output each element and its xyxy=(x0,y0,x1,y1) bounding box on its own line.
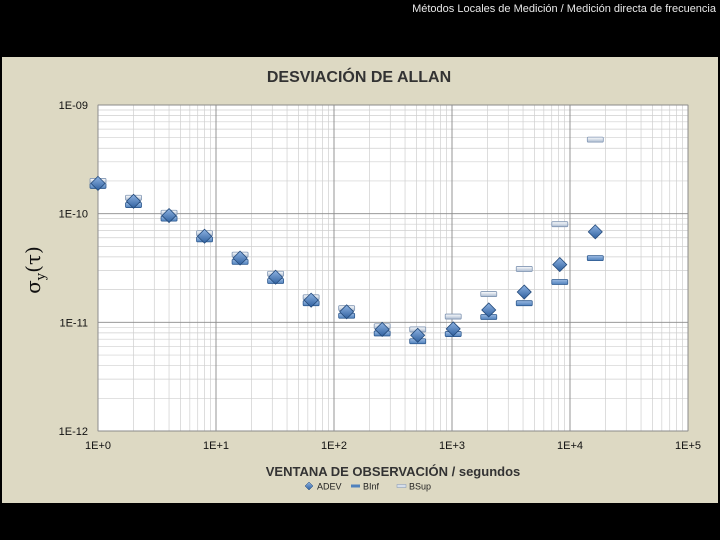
y-tick-label: 1E-12 xyxy=(59,426,88,438)
bsup-point xyxy=(551,221,569,228)
legend: ADEV BInf BSup xyxy=(304,481,431,492)
adev-point xyxy=(410,327,426,343)
bsup-point xyxy=(515,266,533,272)
adev-point xyxy=(196,228,213,244)
adev-point xyxy=(161,208,177,224)
adev-point xyxy=(303,292,319,308)
adev-point xyxy=(268,269,284,285)
x-tick-label: 1E+0 xyxy=(85,440,111,452)
y-tick-label: 1E-09 xyxy=(59,100,88,112)
adev-point xyxy=(587,224,603,240)
adev-point xyxy=(374,321,390,338)
chart-panel: DESVIACIÓN DE ALLAN 1E+0 1E+1 1E+2 1E+3 1E+4… xyxy=(2,57,718,503)
legend-label: BInf xyxy=(363,482,380,492)
y-tick-label: 1E-10 xyxy=(59,209,88,221)
adev-point xyxy=(125,193,142,209)
y-axis-suffix: (τ) xyxy=(21,246,45,273)
bsup-point xyxy=(444,313,462,320)
x-axis-title: VENTANA DE OBSERVACIÓN / segundos xyxy=(266,464,521,479)
adev-point xyxy=(481,302,497,318)
plot-area: 1E+0 1E+1 1E+2 1E+3 1E+4 1E+5 1E-09 1E-10 1E-11 1… xyxy=(59,100,701,452)
adev-point xyxy=(90,175,106,191)
adev-point xyxy=(339,304,355,320)
binf-point xyxy=(551,279,569,285)
adev-point xyxy=(552,257,568,273)
slide-header: Métodos Locales de Medición / Medición d… xyxy=(412,3,716,15)
x-tick-label: 1E+4 xyxy=(557,440,583,452)
y-axis-title: σy(τ) xyxy=(21,246,49,294)
legend-label: ADEV xyxy=(317,482,342,492)
legend-adev-marker xyxy=(304,481,314,491)
bsup-point xyxy=(480,291,498,297)
binf-point xyxy=(515,300,533,307)
x-tick-label: 1E+2 xyxy=(321,440,347,452)
y-tick-label: 1E-11 xyxy=(59,317,88,329)
x-tick-label: 1E+3 xyxy=(439,440,465,452)
chart-title: DESVIACIÓN DE ALLAN xyxy=(267,67,451,86)
legend-bsup-marker xyxy=(396,484,407,488)
adev-point xyxy=(232,250,248,266)
allan-deviation-chart: DESVIACIÓN DE ALLAN 1E+0 1E+1 1E+2 1E+3 1E+4… xyxy=(21,67,701,492)
bsup-point xyxy=(586,136,604,143)
x-tick-label: 1E+1 xyxy=(203,440,229,452)
plot-background xyxy=(97,104,689,432)
binf-point xyxy=(586,255,604,262)
x-tick-label: 1E+5 xyxy=(675,440,701,452)
y-axis-symbol: σ xyxy=(21,280,45,294)
y-axis-title-text: σy(τ) xyxy=(21,246,49,294)
y-axis-subscript: y xyxy=(34,272,49,281)
adev-point xyxy=(516,284,532,300)
adev-point xyxy=(445,321,461,337)
legend-binf-marker xyxy=(351,484,360,488)
legend-label: BSup xyxy=(409,482,431,492)
